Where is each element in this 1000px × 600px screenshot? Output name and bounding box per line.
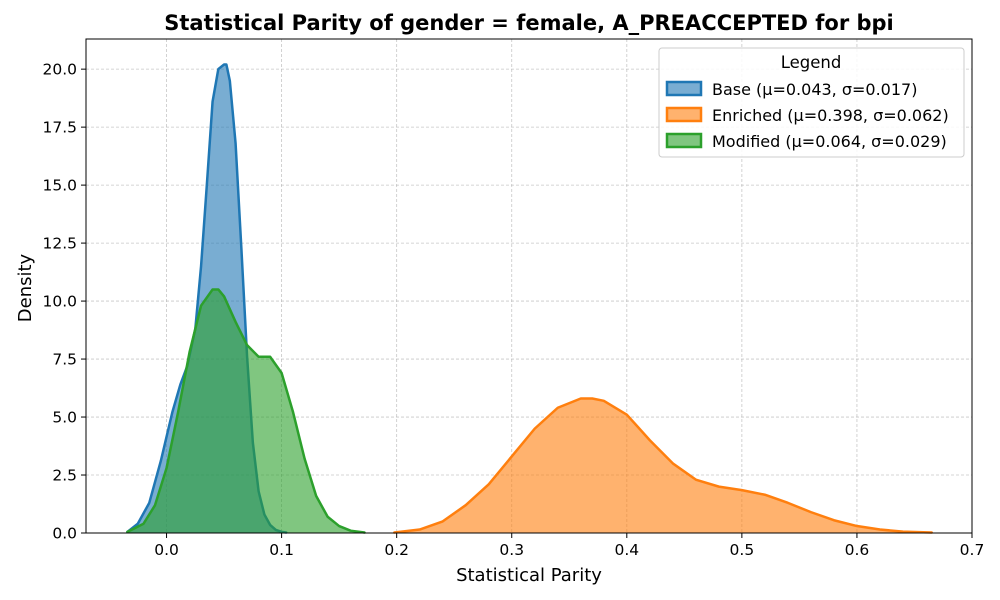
y-axis-label: Density [15, 253, 36, 322]
legend-swatch [665, 80, 703, 97]
series-area [127, 289, 365, 533]
y-tick-label: 17.5 [42, 119, 77, 137]
x-tick-label: 0.1 [269, 541, 294, 559]
x-tick-label: 0.5 [730, 541, 755, 559]
legend-label: Enriched (μ=0.398, σ=0.062) [712, 106, 949, 125]
y-tick-label: 12.5 [42, 235, 77, 253]
legend-swatch [665, 106, 703, 123]
x-tick-label: 0.2 [384, 541, 409, 559]
y-tick-label: 0.0 [52, 525, 77, 543]
y-tick-label: 10.0 [42, 293, 77, 311]
legend-frame [658, 47, 965, 158]
y-tick-label: 2.5 [52, 467, 77, 485]
x-axis-ticks: 0.0 0.1 0.2 0.3 0.4 0.5 0.6 0.7 [154, 533, 984, 559]
series-area [394, 398, 932, 533]
legend-swatch [665, 132, 703, 149]
series-layer [126, 63, 933, 534]
x-tick-label: 0.6 [845, 541, 870, 559]
axes [85, 38, 973, 534]
chart-title: Statistical Parity of gender = female, A… [164, 11, 894, 35]
x-tick-label: 0.0 [154, 541, 179, 559]
y-tick-label: 5.0 [52, 409, 77, 427]
y-axis-ticks: 0.0 2.5 5.0 7.5 10.0 12.5 15.0 17.5 20.0 [42, 61, 86, 543]
y-tick-label: 7.5 [52, 351, 77, 369]
series-line [393, 397, 933, 534]
x-tick-label: 0.7 [960, 541, 985, 559]
series-3 [126, 288, 366, 534]
series-2 [393, 397, 933, 534]
legend: Legend Base (μ=0.043, σ=0.017) Enriched (… [658, 47, 965, 158]
plot-frame [85, 38, 973, 534]
x-tick-label: 0.4 [614, 541, 639, 559]
series-line [126, 288, 366, 534]
x-tick-label: 0.3 [499, 541, 524, 559]
y-tick-label: 20.0 [42, 61, 77, 79]
legend-title: Legend [781, 53, 842, 72]
legend-label: Base (μ=0.043, σ=0.017) [712, 80, 917, 99]
legend-label: Modified (μ=0.064, σ=0.029) [712, 132, 947, 151]
x-axis-label: Statistical Parity [456, 565, 602, 586]
y-tick-label: 15.0 [42, 177, 77, 195]
